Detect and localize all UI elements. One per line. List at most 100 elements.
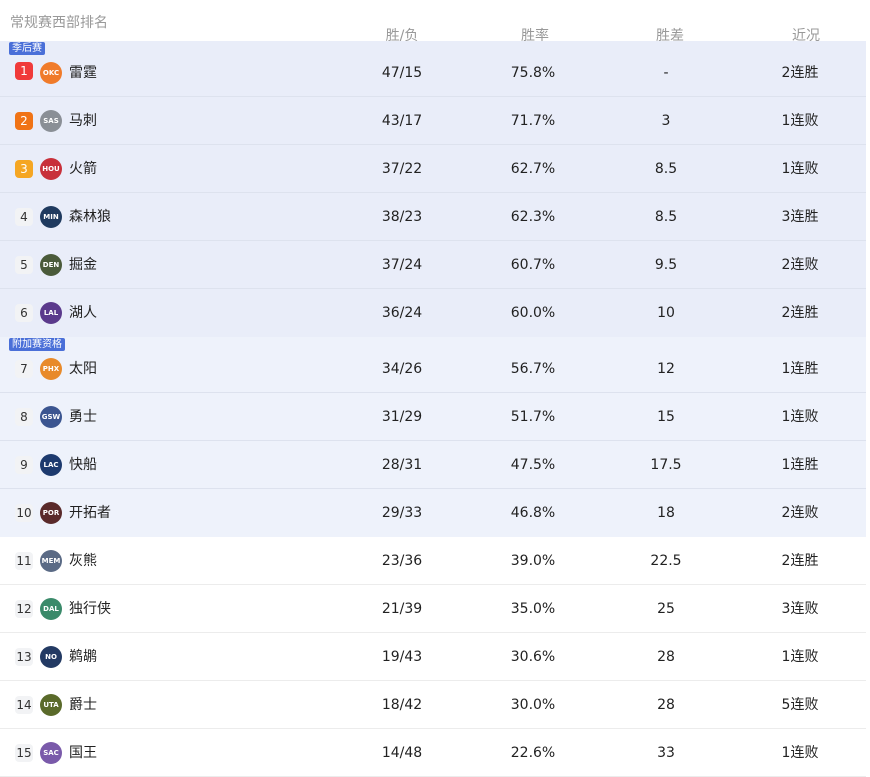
team-name[interactable]: 雷霆 [69, 65, 97, 81]
win-loss: 23/36 [381, 553, 423, 569]
streak: 2连胜 [781, 305, 819, 321]
win-pct: 56.7% [510, 361, 556, 377]
win-pct: 71.7% [510, 113, 556, 129]
games-behind: 15 [657, 409, 675, 425]
rank-badge: 8 [15, 408, 33, 426]
team-row[interactable]: 9 LAC 快船 28/31 47.5% 17.5 1连胜 [0, 441, 866, 489]
games-behind: 18 [657, 505, 675, 521]
team-row[interactable]: 14 UTA 爵士 18/42 30.0% 28 5连败 [0, 681, 866, 729]
win-pct: 30.0% [510, 697, 556, 713]
rank-badge: 13 [15, 648, 33, 666]
games-behind: 33 [657, 745, 675, 761]
win-loss: 31/29 [381, 409, 423, 425]
team-row[interactable]: 15 SAC 国王 14/48 22.6% 33 1连败 [0, 729, 866, 777]
team-name[interactable]: 勇士 [69, 409, 97, 425]
team-name[interactable]: 森林狼 [69, 209, 111, 225]
team-logo-icon: GSW [40, 406, 62, 428]
win-loss: 43/17 [381, 113, 423, 129]
team-logo-icon: LAL [40, 302, 62, 324]
team-row[interactable]: 12 DAL 独行侠 21/39 35.0% 25 3连败 [0, 585, 866, 633]
team-logo-icon: SAS [40, 110, 62, 132]
team-name[interactable]: 湖人 [69, 305, 97, 321]
streak: 1连胜 [781, 361, 819, 377]
games-behind: 10 [657, 305, 675, 321]
team-name[interactable]: 太阳 [69, 361, 97, 377]
standings-table: 季后赛 1 OKC 雷霆 47/15 75.8% - 2连胜 2 SAS 马刺 … [0, 41, 870, 777]
rank-badge: 4 [15, 208, 33, 226]
streak: 2连胜 [781, 553, 819, 569]
win-pct: 51.7% [510, 409, 556, 425]
streak: 1连胜 [781, 457, 819, 473]
team-logo-icon: DAL [40, 598, 62, 620]
rank-badge: 7 [15, 360, 33, 378]
team-name[interactable]: 马刺 [69, 113, 97, 129]
win-pct: 47.5% [510, 457, 556, 473]
win-loss: 38/23 [381, 209, 423, 225]
section-tag: 季后赛 [9, 42, 45, 55]
team-logo-icon: HOU [40, 158, 62, 180]
team-row[interactable]: 13 NO 鹈鹕 19/43 30.6% 28 1连败 [0, 633, 866, 681]
team-row[interactable]: 10 POR 开拓者 29/33 46.8% 18 2连败 [0, 489, 866, 537]
team-row[interactable]: 8 GSW 勇士 31/29 51.7% 15 1连败 [0, 393, 866, 441]
team-row[interactable]: 7 PHX 太阳 34/26 56.7% 12 1连胜 [0, 345, 866, 393]
rank-badge: 10 [15, 504, 33, 522]
win-loss: 36/24 [381, 305, 423, 321]
team-name[interactable]: 灰熊 [69, 553, 97, 569]
team-name[interactable]: 火箭 [69, 161, 97, 177]
standings-header: 常规赛西部排名 胜/负 胜率 胜差 近况 [0, 0, 870, 44]
team-name[interactable]: 掘金 [69, 257, 97, 273]
rank-badge: 3 [15, 160, 33, 178]
rank-badge: 5 [15, 256, 33, 274]
win-loss: 29/33 [381, 505, 423, 521]
games-behind: 22.5 [650, 553, 682, 569]
win-pct: 75.8% [510, 65, 556, 81]
win-loss: 14/48 [381, 745, 423, 761]
win-pct: 22.6% [510, 745, 556, 761]
section-playoff: 季后赛 1 OKC 雷霆 47/15 75.8% - 2连胜 2 SAS 马刺 … [0, 41, 866, 337]
games-behind: 28 [657, 697, 675, 713]
team-name[interactable]: 开拓者 [69, 505, 111, 521]
team-name[interactable]: 独行侠 [69, 601, 111, 617]
team-row[interactable]: 5 DEN 掘金 37/24 60.7% 9.5 2连败 [0, 241, 866, 289]
win-pct: 39.0% [510, 553, 556, 569]
team-logo-icon: PHX [40, 358, 62, 380]
games-behind: 3 [661, 113, 671, 129]
rank-badge: 1 [15, 62, 33, 80]
win-pct: 30.6% [510, 649, 556, 665]
team-row[interactable]: 3 HOU 火箭 37/22 62.7% 8.5 1连败 [0, 145, 866, 193]
team-name[interactable]: 爵士 [69, 697, 97, 713]
team-logo-icon: POR [40, 502, 62, 524]
win-loss: 34/26 [381, 361, 423, 377]
rank-badge: 14 [15, 696, 33, 714]
streak: 2连败 [781, 505, 819, 521]
team-row[interactable]: 6 LAL 湖人 36/24 60.0% 10 2连胜 [0, 289, 866, 337]
team-name[interactable]: 国王 [69, 745, 97, 761]
section-playin: 附加赛资格 7 PHX 太阳 34/26 56.7% 12 1连胜 8 GSW … [0, 337, 866, 537]
win-loss: 19/43 [381, 649, 423, 665]
team-logo-icon: MIN [40, 206, 62, 228]
win-loss: 37/22 [381, 161, 423, 177]
section-white: 11 MEM 灰熊 23/36 39.0% 22.5 2连胜 12 DAL 独行… [0, 537, 866, 777]
team-name[interactable]: 快船 [69, 457, 97, 473]
streak: 2连败 [781, 257, 819, 273]
win-loss: 47/15 [381, 65, 423, 81]
team-row[interactable]: 1 OKC 雷霆 47/15 75.8% - 2连胜 [0, 41, 866, 97]
col-streak: 近况 [792, 28, 820, 44]
win-loss: 21/39 [381, 601, 423, 617]
rank-badge: 9 [15, 456, 33, 474]
win-pct: 60.0% [510, 305, 556, 321]
streak: 5连败 [781, 697, 819, 713]
team-row[interactable]: 11 MEM 灰熊 23/36 39.0% 22.5 2连胜 [0, 537, 866, 585]
streak: 3连败 [781, 601, 819, 617]
streak: 1连败 [781, 745, 819, 761]
team-row[interactable]: 4 MIN 森林狼 38/23 62.3% 8.5 3连胜 [0, 193, 866, 241]
rank-badge: 15 [15, 744, 33, 762]
win-pct: 46.8% [510, 505, 556, 521]
team-logo-icon: OKC [40, 62, 62, 84]
win-pct: 62.3% [510, 209, 556, 225]
team-name[interactable]: 鹈鹕 [69, 649, 97, 665]
streak: 1连败 [781, 161, 819, 177]
games-behind: - [663, 65, 669, 81]
streak: 1连败 [781, 113, 819, 129]
team-row[interactable]: 2 SAS 马刺 43/17 71.7% 3 1连败 [0, 97, 866, 145]
